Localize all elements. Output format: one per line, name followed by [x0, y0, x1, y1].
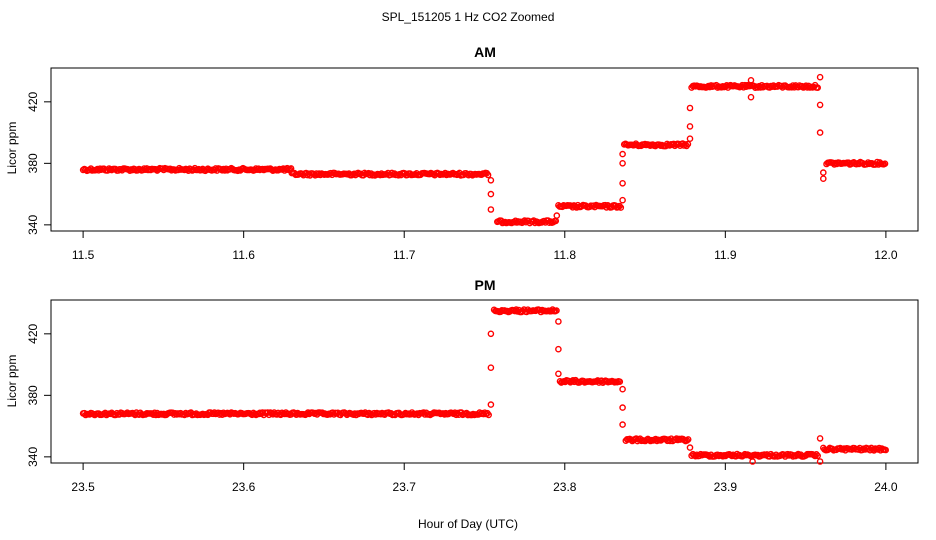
am-x-tick-label: 11.9: [714, 248, 737, 262]
am-data-point: [487, 190, 495, 198]
pm-x-tick-label: 23.8: [553, 480, 577, 494]
am-x-tick-label: 11.7: [393, 248, 416, 262]
pm-data-point: [487, 330, 495, 338]
am-data-point: [682, 141, 689, 148]
am-data-point: [553, 212, 561, 219]
pm-data-point: [882, 446, 890, 454]
am-data-point: [487, 206, 495, 213]
pm-plot-frame: [50, 299, 919, 464]
am-data-point: [816, 73, 824, 81]
am-data-point: [686, 104, 694, 112]
pm-data-point: [619, 404, 626, 411]
pm-data-point: [619, 385, 626, 393]
am-data-point: [686, 135, 694, 142]
am-panel: AM Licor ppm 11.5 11.6 11.7 11.8 11.9 12.0 340…: [5, 44, 919, 262]
pm-data-point: [813, 450, 820, 458]
pm-data-point: [616, 378, 624, 386]
pm-data-point: [816, 458, 824, 465]
pm-x-tick-label: 24.0: [874, 480, 898, 494]
pm-data-point: [487, 401, 495, 408]
am-data-point: [619, 159, 626, 167]
pm-data-point: [784, 450, 792, 458]
pm-y-axis-label: Licor ppm: [5, 355, 19, 408]
pm-data-point: [683, 437, 691, 444]
pm-y-tick-label: 380: [26, 385, 40, 405]
pm-data-point: [555, 370, 562, 378]
am-y-tick-label: 340: [26, 215, 40, 235]
am-data-point: [684, 140, 692, 148]
am-data-point: [619, 179, 626, 187]
am-panel-title: AM: [474, 44, 496, 60]
pm-data-point: [569, 376, 577, 384]
am-data-point: [816, 101, 824, 109]
am-data-point: [820, 175, 827, 182]
am-data-point: [617, 204, 625, 211]
am-x-tick-label: 11.8: [554, 248, 577, 262]
am-x-tick-label: 12.0: [874, 248, 898, 262]
pm-data-points: [79, 306, 890, 465]
am-data-point: [816, 129, 824, 136]
pm-data-point: [555, 318, 562, 325]
pm-data-point: [816, 435, 824, 442]
pm-data-point: [814, 452, 822, 460]
am-y-tick-label: 380: [26, 153, 40, 173]
am-data-point: [614, 203, 622, 211]
am-x-tick-label: 11.5: [72, 248, 95, 262]
pm-x-tick-label: 23.5: [71, 480, 95, 494]
am-data-point: [686, 123, 694, 130]
pm-x-tick-label: 23.6: [232, 480, 256, 494]
pm-data-point: [619, 421, 626, 428]
am-data-points: [79, 73, 889, 227]
am-y-tick-label: 420: [26, 91, 40, 111]
am-data-point: [680, 142, 688, 149]
figure-title: SPL_151205 1 Hz CO2 Zoomed: [382, 10, 555, 24]
am-data-point: [747, 77, 755, 84]
am-data-point: [619, 196, 626, 204]
am-x-tick-label: 11.6: [232, 248, 255, 262]
am-plot-frame: [50, 67, 919, 232]
am-data-point: [619, 150, 626, 158]
pm-x-tick-label: 23.7: [393, 480, 417, 494]
pm-x-tick-label: 23.9: [714, 480, 738, 494]
pm-data-point: [487, 364, 495, 372]
am-data-point: [820, 169, 827, 176]
am-data-point: [747, 93, 755, 101]
pm-data-point: [686, 444, 694, 451]
pm-data-point: [555, 345, 562, 353]
am-y-axis-label: Licor ppm: [5, 122, 19, 175]
pm-panel: PM Licor ppm 23.5 23.6 23.7 23.8 23.9 24.0 340…: [5, 277, 919, 494]
pm-panel-title: PM: [475, 277, 496, 293]
am-data-point: [814, 84, 822, 91]
x-axis-label: Hour of Day (UTC): [418, 517, 518, 531]
pm-data-point: [749, 458, 756, 465]
pm-data-point: [553, 307, 560, 314]
am-data-point: [881, 160, 889, 167]
pm-data-point: [485, 411, 493, 419]
am-data-point: [487, 176, 495, 184]
pm-y-tick-label: 340: [26, 447, 40, 467]
am-data-point: [484, 171, 492, 179]
pm-y-tick-label: 420: [26, 323, 40, 343]
pm-data-point: [684, 436, 692, 443]
